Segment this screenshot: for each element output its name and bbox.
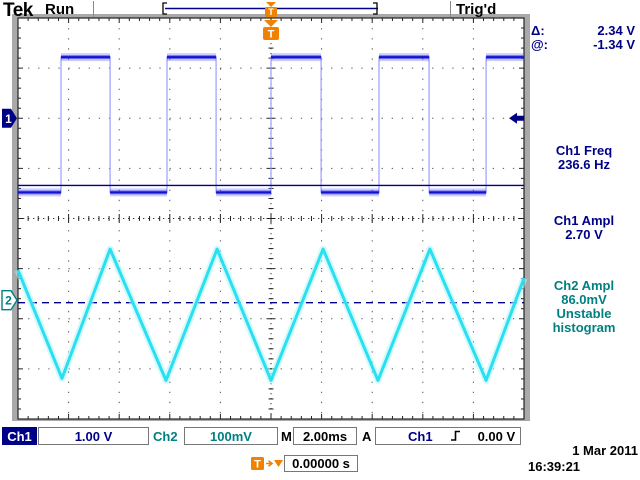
trigger-delay-box: 0.00000 s <box>284 455 358 472</box>
record-right-bracket <box>373 2 378 15</box>
ch1-ground-marker[interactable] <box>2 108 17 128</box>
ch1-ampl-label: Ch1 Ampl <box>553 213 615 228</box>
topbar-divider-2 <box>450 1 451 17</box>
ch2-ground-marker[interactable] <box>1 290 18 311</box>
tek-logo: Tek <box>3 0 33 21</box>
ch2-ampl-measurement: Ch2 Ampl 86.0mV Unstable histogram <box>528 279 640 335</box>
ch1-waveform-edges <box>18 56 524 194</box>
ch1-badge: Ch1 <box>2 427 37 445</box>
ch2-marker-label: 2 <box>5 294 12 308</box>
trigger-position-mini-arrow-icon[interactable] <box>266 2 276 7</box>
date-display: 1 Mar 2011 <box>572 443 638 458</box>
ch1-freq-value: 236.6 Hz <box>557 157 611 172</box>
ch2-scale-box: 100mV <box>184 427 278 445</box>
trigger-level-arrow-icon[interactable] <box>509 112 524 124</box>
cursor-at-readout: @: -1.34 V <box>531 37 635 52</box>
ch2-warning-line1: Unstable <box>556 306 612 321</box>
acquisition-state: Run <box>45 1 75 18</box>
trigger-position-mini-marker[interactable] <box>265 7 277 17</box>
trigger-position-marker[interactable] <box>263 27 279 40</box>
time-display: 16:39:21 <box>528 459 581 474</box>
delta-label: Δ: <box>531 23 545 38</box>
timebase-box: 2.00ms <box>293 427 357 445</box>
ch2-warning-line2: histogram <box>552 320 616 335</box>
rising-edge-icon <box>450 430 460 441</box>
trigger-line-label: A <box>362 428 372 444</box>
trigger-mini-marker-label: T <box>268 7 274 17</box>
ch1-ampl-measurement: Ch1 Ampl 2.70 V <box>528 214 640 242</box>
delta-value: 2.34 V <box>597 23 635 38</box>
ch2-ampl-value: 86.0mV <box>561 292 607 307</box>
record-left-bracket <box>162 2 167 15</box>
ch2-waveform <box>16 247 526 382</box>
ch1-waveform <box>18 56 524 194</box>
trigger-level: 0.00 V <box>477 428 516 444</box>
trigger-delay-t-icon <box>251 457 264 470</box>
trigger-settings-box: Ch1 0.00 V <box>375 427 521 445</box>
right-arrow-icon <box>266 460 274 467</box>
trigger-marker-label: T <box>268 29 275 41</box>
trigger-status: Trig'd <box>456 1 497 18</box>
trigger-delay-t-label: T <box>254 459 261 471</box>
at-value: -1.34 V <box>593 37 635 52</box>
ch1-freq-label: Ch1 Freq <box>555 143 613 158</box>
ch2-ampl-label: Ch2 Ampl <box>553 278 615 293</box>
cursor-delta-readout: Δ: 2.34 V <box>531 23 635 38</box>
ch1-scale-box: 1.00 V <box>38 427 149 445</box>
ch1-freq-measurement: Ch1 Freq 236.6 Hz <box>528 144 640 172</box>
ch2-label: Ch2 <box>153 428 178 444</box>
down-triangle-icon <box>274 460 283 467</box>
trigger-position-arrow-icon[interactable] <box>264 20 278 27</box>
topbar-divider <box>93 1 94 17</box>
trigger-source: Ch1 <box>408 428 433 444</box>
timebase-label: M <box>281 428 292 444</box>
ch1-ampl-value: 2.70 V <box>565 227 603 242</box>
at-label: @: <box>531 37 549 52</box>
ch1-marker-label: 1 <box>5 112 12 126</box>
